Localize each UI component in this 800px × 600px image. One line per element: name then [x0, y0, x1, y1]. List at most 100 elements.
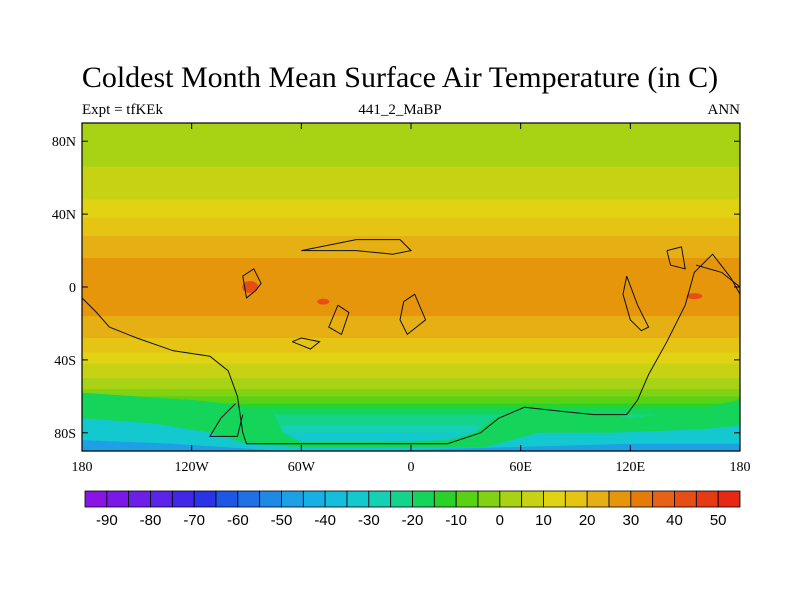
temperature-band	[82, 348, 740, 354]
colorbar-swatch	[521, 490, 544, 508]
temperature-band	[82, 148, 740, 153]
experiment-label: Expt = tfKEk	[82, 102, 163, 118]
colorbar-swatch	[433, 490, 457, 508]
temperature-band	[82, 177, 740, 182]
x-tick-label: 120W	[175, 460, 210, 475]
temperature-band	[82, 297, 740, 303]
temperature-band	[82, 374, 740, 379]
colorbar-swatch	[586, 490, 610, 508]
temperature-band	[82, 432, 740, 438]
temperature-band	[82, 414, 740, 419]
temperature-band	[82, 418, 740, 423]
temperature-band	[82, 363, 740, 368]
colorbar-swatch	[171, 490, 195, 508]
temperature-band	[82, 265, 740, 270]
temperature-band	[82, 356, 740, 361]
temperature-band	[82, 319, 740, 325]
temperature-band	[82, 338, 740, 343]
temperature-band	[82, 308, 740, 314]
cold-region	[82, 440, 740, 451]
colorbar-swatch	[543, 490, 566, 508]
x-tick-label: 120E	[616, 460, 646, 475]
colorbar-swatch	[193, 490, 217, 508]
chart-title: Coldest Month Mean Surface Air Temperatu…	[81, 61, 719, 94]
coastline	[242, 268, 262, 299]
colorbar-swatch	[717, 490, 741, 508]
temperature-band	[82, 228, 740, 233]
temperature-band	[82, 221, 740, 226]
warm-anomaly	[317, 298, 330, 305]
temperature-band	[82, 327, 740, 332]
temperature-band	[82, 385, 740, 390]
x-tick-label: 60W	[288, 460, 316, 475]
coastline	[622, 275, 650, 332]
temperature-band	[82, 323, 740, 328]
temperature-band	[82, 352, 740, 357]
temperature-band	[82, 188, 740, 193]
temperature-band	[82, 341, 740, 346]
temperature-band	[82, 334, 740, 339]
temperature-band	[82, 184, 740, 190]
warm-anomaly	[686, 293, 703, 300]
colorbar-swatch	[564, 490, 588, 508]
temperature-band	[82, 410, 740, 416]
colorbar-label: 30	[622, 512, 639, 529]
temperature-band	[82, 345, 740, 350]
temperature-band	[82, 141, 740, 146]
temperature-band	[82, 210, 740, 215]
temperature-band	[82, 203, 740, 208]
coastline	[81, 253, 741, 445]
colorbar-swatch	[324, 490, 348, 508]
colorbar-swatch	[412, 490, 435, 508]
temperature-band	[82, 243, 740, 248]
season-label: ANN	[707, 102, 741, 118]
colorbar-swatch	[499, 490, 523, 508]
colorbar-swatch	[368, 490, 392, 508]
temperature-band	[82, 137, 740, 142]
colorbar-swatch	[259, 490, 282, 508]
colorbar-label: -80	[140, 512, 162, 529]
temperature-band	[82, 246, 740, 252]
y-axis: 80N 40N 0 40S 80S	[52, 135, 740, 442]
temperature-band	[82, 301, 740, 306]
temperature-band	[82, 399, 740, 405]
y-tick-label: 40S	[54, 354, 76, 369]
temperature-band	[82, 206, 740, 212]
colorbar-swatch	[390, 490, 413, 508]
temperature-band	[82, 279, 740, 284]
colorbar-label: -70	[183, 512, 205, 529]
temperature-band	[82, 421, 740, 427]
temperature-band	[82, 389, 740, 394]
temperature-band	[82, 181, 740, 186]
x-axis: 180 120W 60W 0 60E 120E 180	[72, 123, 751, 475]
colorbar-label: 50	[710, 512, 727, 529]
coastline	[399, 293, 427, 336]
temperature-band	[82, 276, 740, 281]
x-tick-label: 60E	[509, 460, 532, 475]
coastline	[666, 246, 686, 270]
temperature-band	[82, 163, 740, 168]
y-tick-label: 80N	[52, 135, 76, 150]
colorbar-label: -30	[358, 512, 380, 529]
temperature-band	[82, 305, 740, 310]
colorbar-swatch	[455, 490, 479, 508]
cold-region	[82, 418, 740, 451]
temperature-band	[82, 425, 740, 430]
warm-anomaly	[242, 281, 259, 293]
temperature-band	[82, 235, 740, 241]
colorbar-label: 20	[579, 512, 596, 529]
x-tick-label: 180	[730, 460, 751, 475]
x-tick-label: 0	[408, 460, 415, 475]
temperature-band	[82, 429, 740, 434]
coastline	[328, 304, 350, 336]
temperature-band	[82, 217, 740, 222]
temperature-band	[82, 268, 740, 274]
temperature-band	[82, 225, 740, 230]
temperature-band	[82, 436, 740, 441]
colorbar-swatch	[608, 490, 632, 508]
age-label: 441_2_MaBP	[358, 102, 442, 118]
coastline	[695, 264, 741, 288]
temperature-band	[82, 133, 740, 139]
colorbar-label: -60	[227, 512, 249, 529]
